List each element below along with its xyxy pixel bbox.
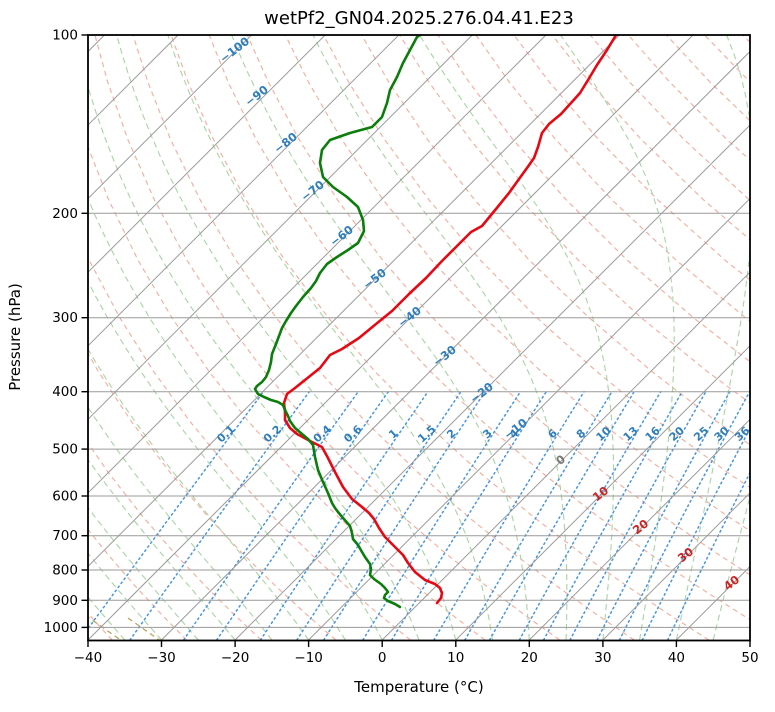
mixing-ratio-label: 16 [643,424,663,444]
isotherm-label: −70 [298,177,327,204]
dry-adiabat-line [0,35,187,640]
y-tick-label: 400 [52,384,78,400]
y-tick-label: 700 [52,528,78,544]
mixing-ratio-label: 25 [691,424,711,444]
isotherm-line [308,35,775,641]
isotherm-label: −40 [395,303,424,330]
isotherm-line [14,35,620,641]
moist-adiabat-line [0,35,198,640]
dry-adiabat-line [0,35,336,640]
y-tick-label: 100 [52,28,78,44]
isotherm-line [235,35,775,641]
y-tick-label: 800 [52,563,78,579]
moist-adiabat-line [0,35,272,640]
moist-adiabat-line [0,35,235,640]
dry-adiabat-line [552,35,775,640]
isotherm-line [0,35,252,641]
dry-adiabat-line [476,35,775,640]
temperature-curve [284,35,616,603]
moist-adiabat-line [561,35,675,640]
mixing-ratio-label: 8 [574,427,588,442]
x-tick-label: 0 [378,650,387,666]
moist-adiabat-line [232,35,530,640]
moist-adiabat-line [420,35,614,640]
mixing-ratio-label: 10 [594,424,614,444]
moist-adiabat-line [39,35,382,640]
moist-adiabat-line [117,35,456,640]
y-tick-label: 600 [52,489,78,505]
mixing-ratio-line [217,392,389,640]
isotherms [0,35,775,641]
mixing-ratio-label: 0.1 [214,423,237,446]
mixing-ratio-line [80,392,264,640]
x-tick-label: 10 [447,650,464,666]
isotherm-line [88,35,694,641]
mixing-ratio-label: 1 [386,427,400,442]
dry-adiabat-line [628,35,775,640]
x-tick-label: 20 [521,650,538,666]
x-tick-label: 40 [668,650,685,666]
mixing-ratio-label: 13 [621,424,641,444]
special-adiabat-line [78,610,132,648]
moist-adiabats [0,35,775,640]
mixing-ratio-label: 1.5 [415,423,438,446]
isotherm-label: −100 [217,34,252,66]
isotherm-line [382,35,775,641]
mixing-ratio-label: 0.2 [261,423,284,446]
moist-adiabat-line [0,35,309,640]
isotherm-label: 20 [630,516,651,537]
moist-adiabat-line [168,35,493,640]
mixing-ratio-line [363,392,521,640]
mixing-ratio-line [130,392,309,640]
isotherm-line [0,35,178,641]
isotherm-label: 30 [675,544,696,565]
x-axis-label: Temperature (°C) [353,678,483,696]
plot-title: wetPf2_GN04.2025.276.04.41.E23 [264,8,574,29]
isotherm-line [455,35,775,641]
moist-adiabat-line [8,35,345,640]
moist-adiabat-line [713,35,775,640]
x-tick-label: −40 [74,650,103,666]
special-adiabat-line [128,618,172,649]
special-adiabats [78,610,172,649]
isotherm-label: 10 [590,483,611,504]
isotherm-label: 40 [721,572,742,593]
y-tick-label: 300 [52,310,78,326]
dry-adiabat-line [0,35,261,640]
moist-adiabat-line [0,35,162,640]
moist-adiabat-line [750,35,775,640]
y-axis-label: Pressure (hPa) [6,283,24,391]
dry-adiabat-line [705,35,775,640]
isotherm-line [750,35,775,641]
mixing-ratio-label: 0.6 [341,422,364,445]
y-tick-label: 1000 [44,620,78,636]
x-tick-label: 30 [594,650,611,666]
y-tick-label: 900 [52,593,78,609]
x-tick-label: −30 [147,650,176,666]
mixing-ratio-label: 2 [444,427,458,442]
y-tick-label: 200 [52,206,78,222]
x-tick-label: 50 [741,650,758,666]
dry-adiabat-line [57,35,485,640]
mixing-ratio-label: 3 [480,427,494,442]
dry-adiabats [0,35,775,640]
y-tick-label: 500 [52,442,78,458]
isotherm-line [0,35,472,641]
isotherm-label: −90 [242,82,271,109]
isotherm-line [161,35,767,641]
x-tick-label: −20 [221,650,250,666]
dry-adiabat-line [743,35,775,640]
dry-adiabat-line [19,35,411,640]
isotherm-label: 0 [553,452,568,468]
x-tick-label: −10 [294,650,323,666]
mixing-ratio-line [597,392,730,640]
